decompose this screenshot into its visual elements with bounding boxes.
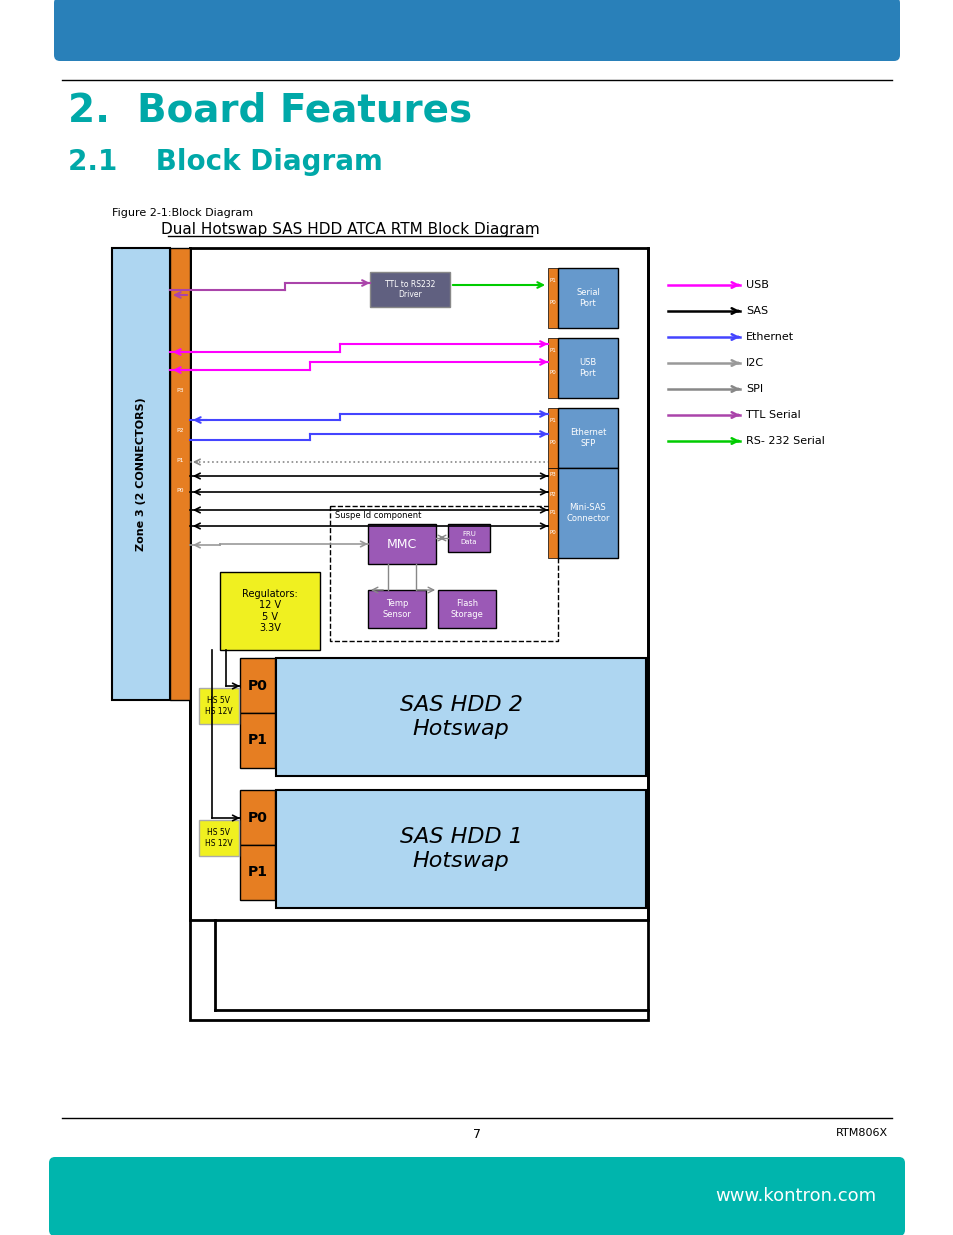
Bar	[220, 572, 319, 650]
Text: TTL Serial: TTL Serial	[745, 410, 800, 420]
Bar	[199, 688, 239, 724]
Text: 2.1    Block Diagram: 2.1 Block Diagram	[68, 148, 382, 177]
Bar	[547, 268, 558, 329]
Text: SPI: SPI	[745, 384, 762, 394]
FancyBboxPatch shape	[49, 1157, 904, 1235]
FancyBboxPatch shape	[54, 0, 899, 61]
Bar	[547, 408, 558, 468]
Bar	[190, 248, 647, 1020]
Text: TTL to RS232
Driver: TTL to RS232 Driver	[384, 280, 435, 299]
Text: USB: USB	[745, 280, 768, 290]
Text: HS 5V
HS 12V: HS 5V HS 12V	[205, 829, 233, 847]
Text: P0: P0	[549, 370, 556, 375]
Text: P3: P3	[549, 473, 556, 478]
Text: P3: P3	[176, 388, 184, 393]
Text: Mini-SAS
Connector: Mini-SAS Connector	[566, 504, 609, 522]
Bar	[275, 658, 645, 776]
Bar	[240, 713, 274, 768]
Bar	[370, 272, 450, 308]
Bar	[330, 506, 558, 641]
Text: USB
Port: USB Port	[578, 358, 596, 378]
Text: FRU
Data: FRU Data	[460, 531, 476, 545]
Text: Flash
Storage: Flash Storage	[450, 599, 483, 619]
Bar	[240, 790, 274, 845]
Text: P0: P0	[549, 300, 556, 305]
Text: P1: P1	[176, 457, 184, 462]
Text: Ethernet: Ethernet	[745, 332, 793, 342]
Text: Zone 3 (2 CONNECTORS): Zone 3 (2 CONNECTORS)	[136, 398, 146, 551]
Text: RS- 232 Serial: RS- 232 Serial	[745, 436, 824, 446]
Text: P1: P1	[247, 734, 267, 747]
Text: SAS HDD 2
Hotswap: SAS HDD 2 Hotswap	[399, 695, 522, 739]
Text: I2C: I2C	[745, 358, 763, 368]
Text: Temp
Sensor: Temp Sensor	[382, 599, 411, 619]
Text: P2: P2	[176, 427, 184, 432]
Bar	[112, 248, 170, 700]
Text: 2.  Board Features: 2. Board Features	[68, 91, 472, 130]
Text: P1: P1	[549, 347, 556, 352]
Text: MMC: MMC	[387, 537, 416, 551]
Text: P2: P2	[549, 493, 556, 498]
Text: SAS HDD 1
Hotswap: SAS HDD 1 Hotswap	[399, 827, 522, 871]
Text: P0: P0	[549, 530, 556, 535]
Text: P1: P1	[549, 278, 556, 283]
Bar	[558, 338, 618, 398]
Text: P0: P0	[176, 488, 184, 493]
Text: Suspe Id component: Suspe Id component	[335, 511, 421, 520]
Text: P1: P1	[549, 417, 556, 422]
Text: P1: P1	[549, 510, 556, 515]
Bar	[368, 524, 436, 564]
Text: P1: P1	[247, 866, 267, 879]
Text: Ethernet
SFP: Ethernet SFP	[569, 429, 605, 448]
Text: SAS: SAS	[745, 306, 767, 316]
Text: 7: 7	[473, 1128, 480, 1141]
Text: HS 5V
HS 12V: HS 5V HS 12V	[205, 697, 233, 716]
Text: RTM806X: RTM806X	[835, 1128, 887, 1137]
Bar	[448, 524, 490, 552]
Text: Serial
Port: Serial Port	[576, 288, 599, 308]
Bar	[275, 790, 645, 908]
Bar	[547, 468, 558, 558]
Text: Regulators:
12 V
5 V
3.3V: Regulators: 12 V 5 V 3.3V	[242, 589, 297, 634]
Text: www.kontron.com: www.kontron.com	[714, 1187, 875, 1205]
Text: Figure 2-1:Block Diagram: Figure 2-1:Block Diagram	[112, 207, 253, 219]
Bar	[368, 590, 426, 629]
Bar	[437, 590, 496, 629]
Bar	[558, 468, 618, 558]
Bar	[240, 658, 274, 713]
Bar	[240, 845, 274, 900]
Bar	[558, 268, 618, 329]
Text: Dual Hotswap SAS HDD ATCA RTM Block Diagram: Dual Hotswap SAS HDD ATCA RTM Block Diag…	[160, 222, 538, 237]
Text: P0: P0	[247, 810, 267, 825]
Bar	[170, 248, 190, 700]
Bar	[199, 820, 239, 856]
Text: P0: P0	[247, 678, 267, 693]
Bar	[558, 408, 618, 468]
Bar	[547, 338, 558, 398]
Text: P0: P0	[549, 441, 556, 446]
